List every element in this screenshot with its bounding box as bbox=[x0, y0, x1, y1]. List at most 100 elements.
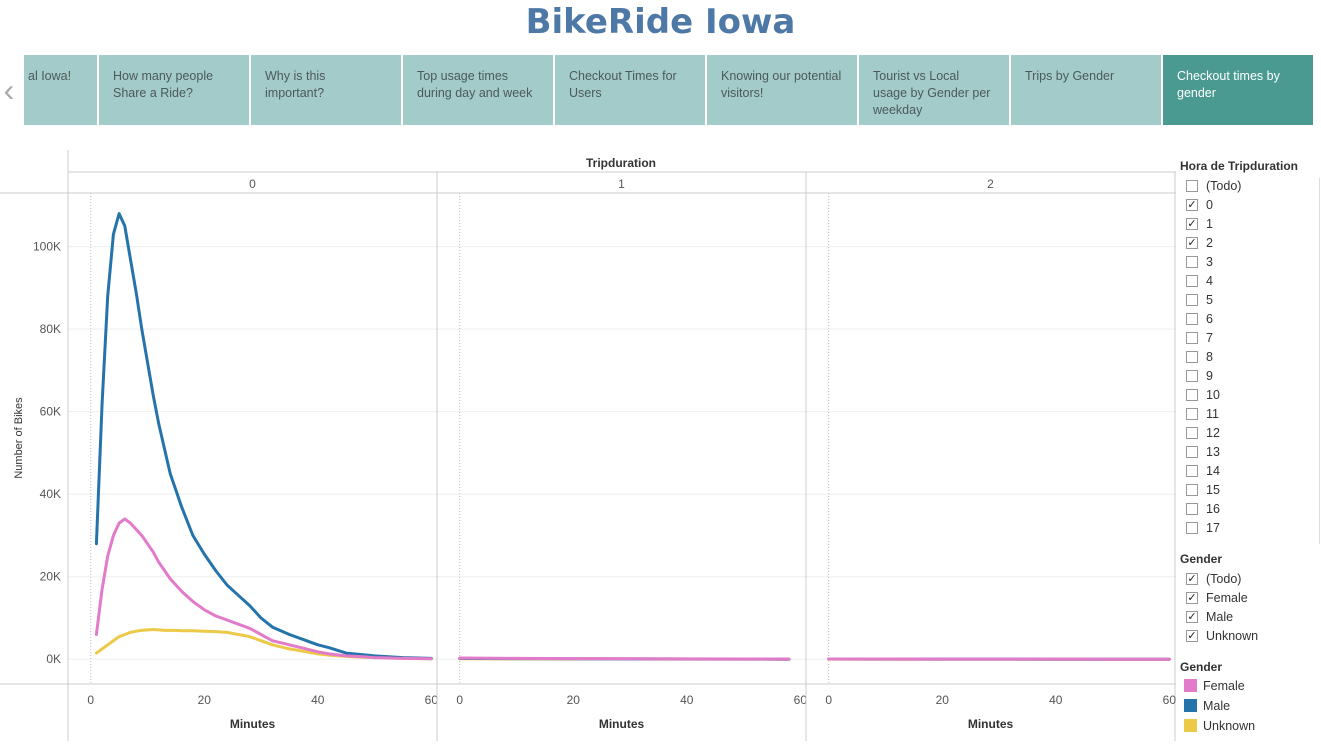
x-axis-title: Minutes bbox=[599, 717, 645, 731]
checkbox-unchecked-icon[interactable] bbox=[1186, 522, 1198, 534]
legend-label: Male bbox=[1203, 699, 1230, 713]
checkbox-unchecked-icon[interactable] bbox=[1186, 332, 1198, 344]
x-tick-label: 20 bbox=[198, 693, 212, 707]
hour-filter-option[interactable]: 0 bbox=[1186, 196, 1213, 215]
legend-item[interactable]: Male bbox=[1184, 696, 1230, 716]
gender-filter-option[interactable]: (Todo) bbox=[1186, 570, 1241, 589]
previous-arrow-icon[interactable]: ‹ bbox=[0, 75, 18, 105]
story-point-label: Knowing our potential visitors! bbox=[721, 69, 841, 100]
checkbox-checked-icon[interactable] bbox=[1186, 573, 1198, 585]
filter-option-label: Female bbox=[1206, 591, 1248, 605]
filter-option-label: 10 bbox=[1206, 388, 1220, 402]
hour-filter-option[interactable]: 6 bbox=[1186, 310, 1213, 329]
story-point-8[interactable]: Trips by Gender bbox=[1011, 55, 1161, 125]
hour-filter-scrollbar[interactable] bbox=[1314, 178, 1320, 544]
gender-filter-option[interactable]: Unknown bbox=[1186, 627, 1258, 646]
y-tick-label: 40K bbox=[40, 487, 61, 501]
hour-filter-option[interactable]: 2 bbox=[1186, 234, 1213, 253]
hour-filter-option[interactable]: 10 bbox=[1186, 386, 1220, 405]
filter-panel: Hora de Tripduration (Todo)0123456789101… bbox=[1178, 150, 1321, 741]
hour-filter-option[interactable]: (Todo) bbox=[1186, 177, 1241, 196]
x-tick-label: 40 bbox=[1049, 693, 1063, 707]
gender-filter-title: Gender bbox=[1180, 552, 1222, 566]
checkbox-unchecked-icon[interactable] bbox=[1186, 313, 1198, 325]
y-axis-title: Number of Bikes bbox=[13, 397, 25, 479]
gender-filter-option[interactable]: Male bbox=[1186, 608, 1233, 627]
checkbox-unchecked-icon[interactable] bbox=[1186, 503, 1198, 515]
x-tick-label: 20 bbox=[936, 693, 950, 707]
checkbox-checked-icon[interactable] bbox=[1186, 611, 1198, 623]
checkbox-unchecked-icon[interactable] bbox=[1186, 351, 1198, 363]
hour-filter-option[interactable]: 9 bbox=[1186, 367, 1213, 386]
story-point-2[interactable]: How many people Share a Ride? bbox=[99, 55, 249, 125]
hour-filter-option[interactable]: 11 bbox=[1186, 405, 1219, 424]
filter-option-label: 16 bbox=[1206, 502, 1220, 516]
hour-filter-option[interactable]: 1 bbox=[1186, 215, 1213, 234]
checkbox-unchecked-icon[interactable] bbox=[1186, 484, 1198, 496]
checkbox-checked-icon[interactable] bbox=[1186, 237, 1198, 249]
x-tick-label: 60 bbox=[425, 693, 439, 707]
checkbox-unchecked-icon[interactable] bbox=[1186, 294, 1198, 306]
story-point-7[interactable]: Tourist vs Local usage by Gender per wee… bbox=[859, 55, 1009, 125]
hour-filter-option[interactable]: 16 bbox=[1186, 500, 1220, 519]
hour-filter-option[interactable]: 4 bbox=[1186, 272, 1213, 291]
checkbox-unchecked-icon[interactable] bbox=[1186, 446, 1198, 458]
hour-filter-option[interactable]: 8 bbox=[1186, 348, 1213, 367]
checkbox-unchecked-icon[interactable] bbox=[1186, 465, 1198, 477]
checkbox-unchecked-icon[interactable] bbox=[1186, 408, 1198, 420]
filter-option-label: 9 bbox=[1206, 369, 1213, 383]
series-line-female bbox=[460, 658, 789, 659]
series-line-female bbox=[96, 519, 431, 659]
hour-filter-option[interactable]: 17 bbox=[1186, 519, 1220, 538]
checkbox-checked-icon[interactable] bbox=[1186, 592, 1198, 604]
y-tick-label: 100K bbox=[33, 240, 61, 254]
story-point-6[interactable]: Knowing our potential visitors! bbox=[707, 55, 857, 125]
filter-option-label: 2 bbox=[1206, 236, 1213, 250]
checkbox-unchecked-icon[interactable] bbox=[1186, 427, 1198, 439]
checkbox-unchecked-icon[interactable] bbox=[1186, 370, 1198, 382]
x-tick-label: 0 bbox=[825, 693, 832, 707]
filter-option-label: Male bbox=[1206, 610, 1233, 624]
hour-filter-option[interactable]: 5 bbox=[1186, 291, 1213, 310]
checkbox-checked-icon[interactable] bbox=[1186, 218, 1198, 230]
story-point-9-active[interactable]: Checkout times by gender bbox=[1163, 55, 1313, 125]
story-point-label: How many people Share a Ride? bbox=[113, 69, 213, 100]
story-point-label: Why is this important? bbox=[265, 69, 325, 100]
legend-swatch bbox=[1184, 699, 1197, 712]
filter-option-label: 11 bbox=[1206, 407, 1219, 421]
checkbox-unchecked-icon[interactable] bbox=[1186, 256, 1198, 268]
hour-filter-option[interactable]: 7 bbox=[1186, 329, 1213, 348]
hour-filter-option[interactable]: 14 bbox=[1186, 462, 1220, 481]
filter-option-label: Unknown bbox=[1206, 629, 1258, 643]
y-tick-label: 80K bbox=[40, 322, 61, 336]
filter-option-label: 14 bbox=[1206, 464, 1220, 478]
panel-header-label: 2 bbox=[987, 177, 994, 191]
legend-swatch bbox=[1184, 679, 1197, 692]
x-tick-label: 40 bbox=[680, 693, 694, 707]
filter-option-label: 4 bbox=[1206, 274, 1213, 288]
hour-filter-option[interactable]: 15 bbox=[1186, 481, 1220, 500]
hour-filter-title: Hora de Tripduration bbox=[1180, 159, 1298, 173]
hour-filter-option[interactable]: 13 bbox=[1186, 443, 1220, 462]
checkbox-checked-icon[interactable] bbox=[1186, 199, 1198, 211]
story-point-5[interactable]: Checkout Times for Users bbox=[555, 55, 705, 125]
story-point-3[interactable]: Why is this important? bbox=[251, 55, 401, 125]
checkbox-unchecked-icon[interactable] bbox=[1186, 275, 1198, 287]
legend-label: Unknown bbox=[1203, 719, 1255, 733]
checkbox-unchecked-icon[interactable] bbox=[1186, 180, 1198, 192]
legend-item[interactable]: Female bbox=[1184, 676, 1245, 696]
checkbox-unchecked-icon[interactable] bbox=[1186, 389, 1198, 401]
story-point-label: Tourist vs Local usage by Gender per wee… bbox=[873, 69, 990, 117]
hour-filter-option[interactable]: 12 bbox=[1186, 424, 1220, 443]
story-point-label: Checkout Times for Users bbox=[569, 69, 677, 100]
hour-filter-option[interactable]: 3 bbox=[1186, 253, 1213, 272]
story-point-1[interactable]: al Iowa! bbox=[24, 55, 97, 125]
story-point-4[interactable]: Top usage times during day and week bbox=[403, 55, 553, 125]
legend-item[interactable]: Unknown bbox=[1184, 716, 1255, 736]
filter-option-label: 17 bbox=[1206, 521, 1220, 535]
gender-filter-option[interactable]: Female bbox=[1186, 589, 1248, 608]
legend-label: Female bbox=[1203, 679, 1245, 693]
x-tick-label: 60 bbox=[1163, 693, 1176, 707]
checkbox-checked-icon[interactable] bbox=[1186, 630, 1198, 642]
